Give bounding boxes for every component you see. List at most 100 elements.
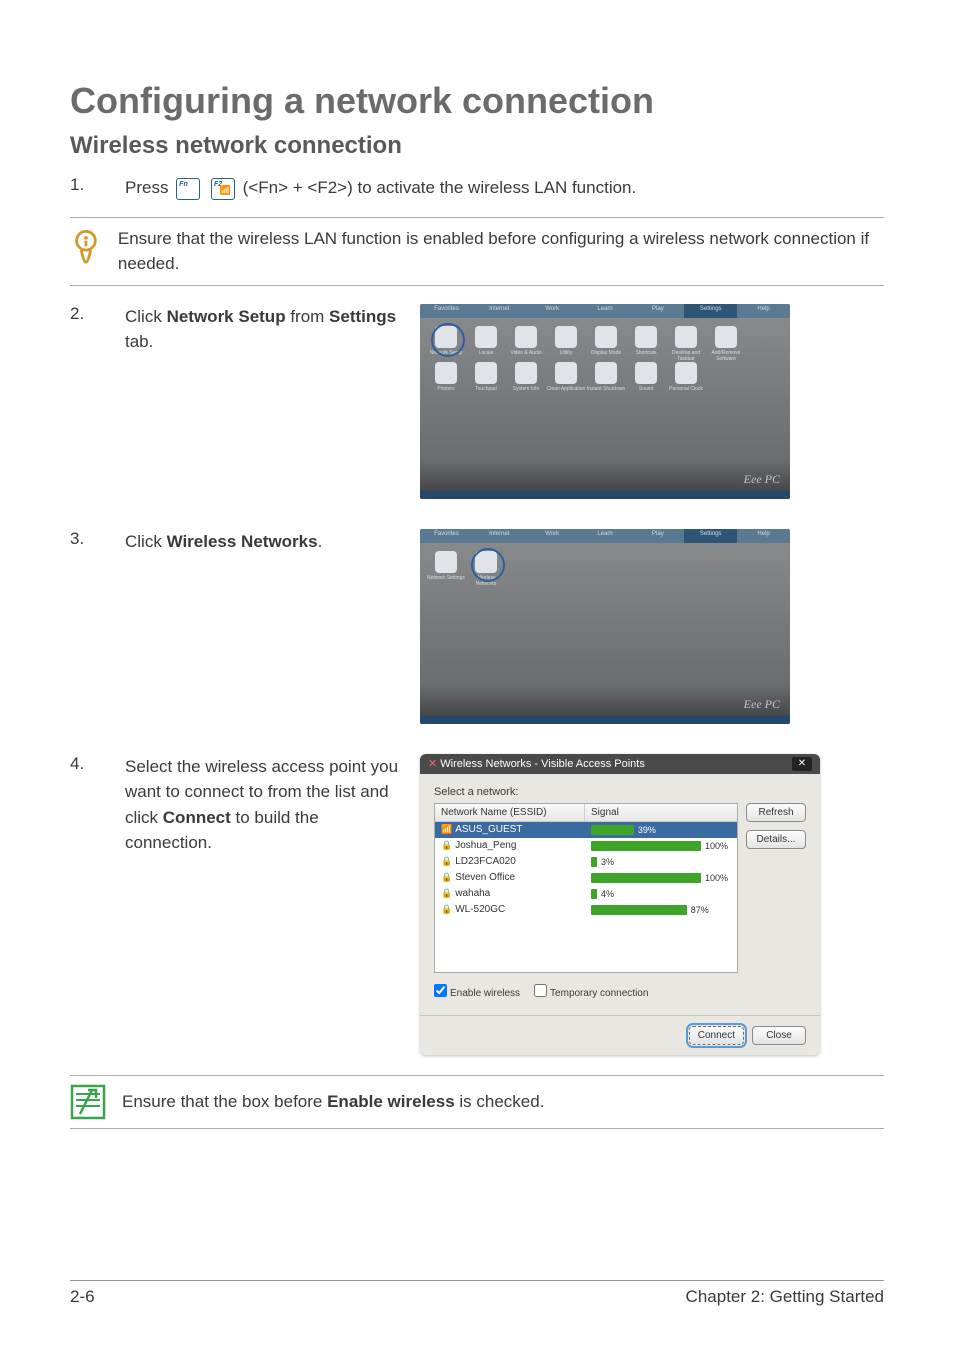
desk-tab: Learn xyxy=(579,304,632,318)
callout-note: Ensure that the box before Enable wirele… xyxy=(70,1075,884,1129)
dialog-footer: Connect Close xyxy=(420,1015,820,1045)
details-button[interactable]: Details... xyxy=(746,830,806,849)
network-name: ASUS_GUEST xyxy=(455,824,522,835)
app-icon xyxy=(555,362,577,384)
step-1: 1. Press Fn F2📶 (<Fn> + <F2>) to activat… xyxy=(70,175,884,201)
close-icon[interactable]: ✕ xyxy=(792,757,812,771)
app-icon xyxy=(555,326,577,348)
lock-icon: 🔒 xyxy=(441,904,452,915)
desk-tab: Play xyxy=(631,304,684,318)
app-icon xyxy=(635,362,657,384)
network-name: LD23FCA020 xyxy=(455,856,516,867)
note-icon xyxy=(70,1084,106,1120)
lock-icon: 🔒 xyxy=(441,840,452,851)
step-text: Click Wireless Networks. xyxy=(125,529,400,555)
desk-tab: Internet xyxy=(473,529,526,543)
desk-icon-tile: System Info xyxy=(506,362,546,392)
app-icon xyxy=(635,326,657,348)
app-icon xyxy=(595,326,617,348)
app-icon xyxy=(475,551,497,573)
network-row[interactable]: 🔒LD23FCA020 3% xyxy=(435,854,737,870)
desk-tab: Settings xyxy=(684,529,737,543)
dialog-title: ✕ Wireless Networks - Visible Access Poi… xyxy=(428,757,645,770)
app-icon xyxy=(435,362,457,384)
col-name: Network Name (ESSID) xyxy=(435,804,585,821)
signal-bar xyxy=(591,889,597,899)
desk-icon-tile: Instant Shutdown xyxy=(586,362,626,392)
refresh-button[interactable]: Refresh xyxy=(746,803,806,822)
close-button[interactable]: Close xyxy=(752,1026,806,1045)
network-row[interactable]: 🔒Joshua_Peng100% xyxy=(435,838,737,854)
step-2-block: 2. Click Network Setup from Settings tab… xyxy=(70,304,884,499)
callout-text: Ensure that the box before Enable wirele… xyxy=(122,1089,544,1115)
settings-screenshot: FavoritesInternetWorkLearnPlaySettingsHe… xyxy=(420,304,790,499)
f2-key-icon: F2📶 xyxy=(211,178,235,200)
desk-icon-tile: Touchpad xyxy=(466,362,506,392)
step-text: Click Network Setup from Settings tab. xyxy=(125,304,400,355)
app-icon xyxy=(435,326,457,348)
enable-wireless-checkbox[interactable]: Enable wireless xyxy=(434,983,520,999)
select-network-label: Select a network: xyxy=(434,786,806,798)
signal-bar xyxy=(591,905,687,915)
network-name: Joshua_Peng xyxy=(455,840,516,851)
signal-percent: 100% xyxy=(705,873,728,883)
desk-icon-tile: Printers xyxy=(426,362,466,392)
desk-icon-tile: Network Setup xyxy=(426,326,466,362)
desk-tab: Play xyxy=(631,529,684,543)
network-name: WL-520GC xyxy=(455,904,505,915)
desk-taskbar xyxy=(420,716,790,724)
step-number: 3. xyxy=(70,529,125,555)
callout-info: Ensure that the wireless LAN function is… xyxy=(70,217,884,286)
desk-tab: Learn xyxy=(579,529,632,543)
signal-bar xyxy=(591,825,634,835)
desk-tab: Work xyxy=(526,529,579,543)
app-icon xyxy=(475,326,497,348)
chapter-label: Chapter 2: Getting Started xyxy=(686,1287,884,1307)
network-row[interactable]: 🔒Steven Office 100% xyxy=(435,870,737,886)
desk-icon-tile: Sound xyxy=(626,362,666,392)
section-title: Wireless network connection xyxy=(70,132,884,160)
step1-tail: (<Fn> + <F2>) to activate the wireless L… xyxy=(243,178,637,197)
network-row[interactable]: 🔒wahaha4% xyxy=(435,886,737,902)
signal-percent: 3% xyxy=(601,857,614,867)
desk-icon-tile: Utility xyxy=(546,326,586,362)
col-signal: Signal xyxy=(585,804,737,821)
lock-icon: 🔒 xyxy=(441,888,452,899)
step-number: 4. xyxy=(70,754,125,856)
app-icon xyxy=(675,362,697,384)
step-number: 1. xyxy=(70,175,125,195)
desk-icon-tile: Add/Remove Software xyxy=(706,326,746,362)
app-icon xyxy=(475,362,497,384)
app-icon xyxy=(515,362,537,384)
network-row[interactable]: 📶ASUS_GUEST39% xyxy=(435,822,737,838)
dialog-checkboxes: Enable wireless Temporary connection xyxy=(434,983,806,999)
lock-icon: 🔒 xyxy=(441,872,452,883)
desk-icon-tile: Personal Clock xyxy=(666,362,706,392)
network-name: wahaha xyxy=(455,888,490,899)
desk-tab: Help xyxy=(737,304,790,318)
step-text: Press Fn F2📶 (<Fn> + <F2>) to activate t… xyxy=(125,175,884,201)
network-name: Steven Office xyxy=(455,872,515,883)
desk-icon-tile: Video & Audio xyxy=(506,326,546,362)
callout-text: Ensure that the wireless LAN function is… xyxy=(118,226,884,277)
step-4-block: 4. Select the wireless access point you … xyxy=(70,754,884,1055)
app-icon xyxy=(515,326,537,348)
lock-icon: 🔒 xyxy=(441,856,452,867)
desk-tabbar: FavoritesInternetWorkLearnPlaySettingsHe… xyxy=(420,304,790,318)
app-icon xyxy=(595,362,617,384)
desk-tab: Work xyxy=(526,304,579,318)
desk-tab: Favorites xyxy=(420,304,473,318)
eee-logo: Eee PC xyxy=(744,697,780,712)
network-row[interactable]: 🔒WL-520GC87% xyxy=(435,902,737,918)
signal-bar xyxy=(591,873,701,883)
app-icon xyxy=(435,551,457,573)
wifi-icon: 📶 xyxy=(441,824,452,835)
page-title: Configuring a network connection xyxy=(70,80,884,122)
desk-icon-tile: Network Settings xyxy=(426,551,466,587)
temporary-connection-checkbox[interactable]: Temporary connection xyxy=(534,983,648,999)
desk-tabbar: FavoritesInternetWorkLearnPlaySettingsHe… xyxy=(420,529,790,543)
network-list[interactable]: Network Name (ESSID) Signal 📶ASUS_GUEST3… xyxy=(434,803,738,973)
app-icon xyxy=(715,326,737,348)
connect-button[interactable]: Connect xyxy=(689,1026,744,1045)
signal-bar xyxy=(591,857,597,867)
